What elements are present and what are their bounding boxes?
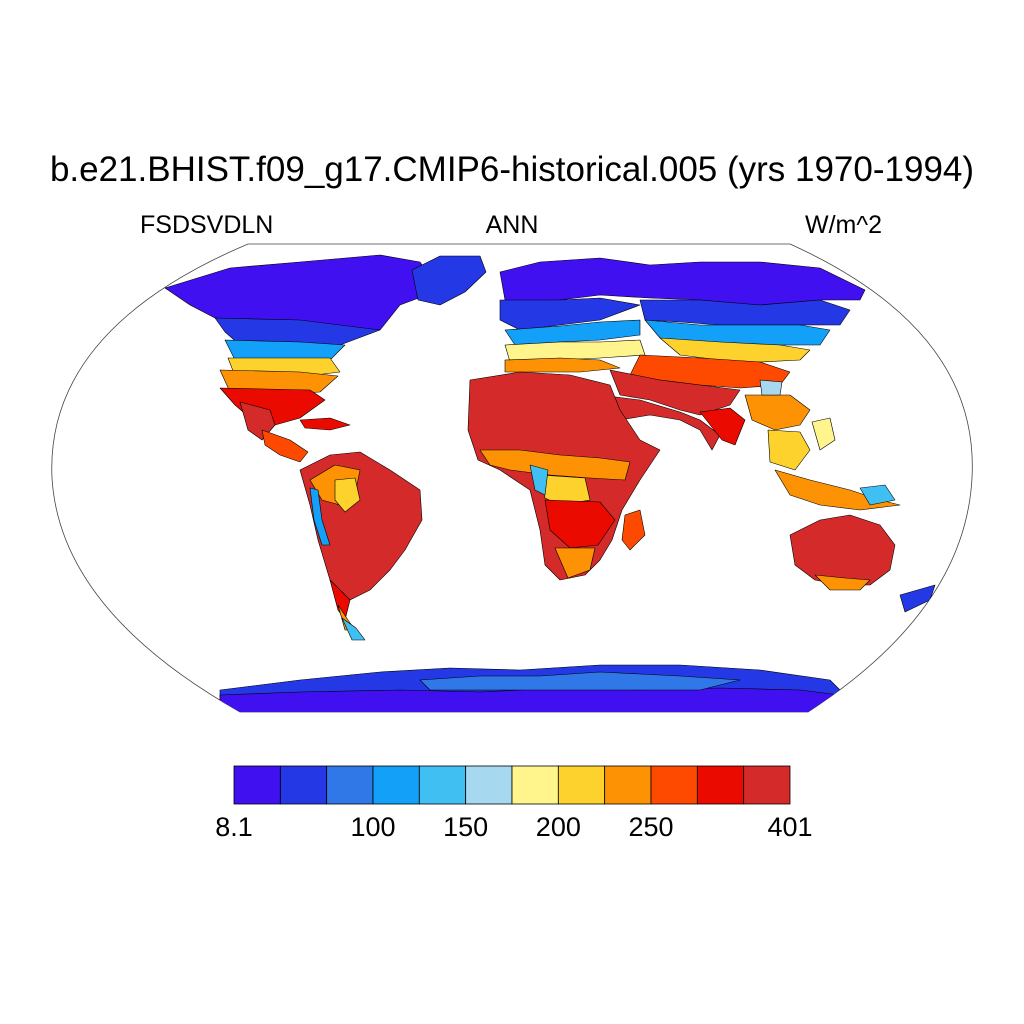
- plot-title: b.e21.BHIST.f09_g17.CMIP6-historical.005…: [49, 150, 975, 189]
- colorbar-swatch-5: [418, 765, 467, 805]
- colorbar-tick-label: 150: [443, 812, 489, 842]
- asia-region: [599, 299, 901, 511]
- colorbar-swatch-11: [696, 765, 745, 805]
- colorbar-tick-label: 200: [535, 812, 581, 842]
- oceania-region: [789, 514, 936, 613]
- antarctica-region: [219, 664, 841, 712]
- season-label: ANN: [485, 211, 539, 239]
- colorbar-tick-label: 250: [628, 812, 674, 842]
- colorbar-tick-label: 100: [350, 812, 396, 842]
- variable-name: FSDSVDLN: [140, 211, 274, 239]
- colorbar-swatch-6: [465, 765, 513, 805]
- colorbar-tick-label: 401: [767, 812, 813, 842]
- colorbar-swatch-3: [326, 765, 374, 805]
- units-label: W/m^2: [804, 211, 882, 239]
- colorbar-swatch-8: [557, 765, 606, 805]
- colorbar-swatch-1: [233, 765, 281, 805]
- colorbar-swatch-7: [511, 765, 559, 805]
- colorbar-swatch-9: [604, 765, 652, 805]
- colorbar-swatch-10: [650, 765, 698, 805]
- north-america-region: [164, 254, 441, 463]
- colorbar-tick-label: 8.1: [215, 812, 253, 842]
- south-america-region: [299, 451, 423, 641]
- colorbar: [233, 765, 791, 805]
- colorbar-swatch-12: [743, 765, 791, 805]
- europe-region: [499, 257, 866, 373]
- africa-region: [467, 371, 661, 581]
- caribbean-region: [299, 417, 351, 431]
- colorbar-swatch-4: [372, 765, 420, 805]
- greenland-region: [411, 255, 487, 306]
- colorbar-swatch-2: [279, 765, 328, 805]
